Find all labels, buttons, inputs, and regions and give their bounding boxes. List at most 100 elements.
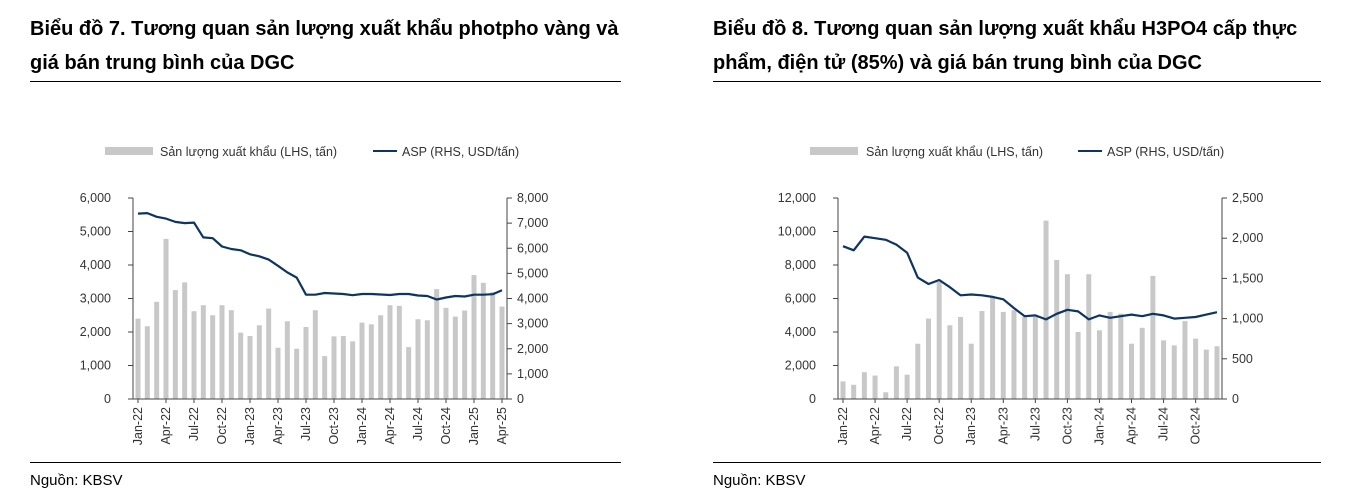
bar-Feb-22	[144, 326, 150, 399]
title-divider	[30, 81, 621, 82]
left-tick-label: 0	[809, 392, 816, 406]
bar-Jul-22	[904, 374, 910, 399]
legend-label-bars: Sản lượng xuất khẩu (LHS, tấn)	[160, 145, 337, 159]
bar-Apr-25	[499, 306, 505, 399]
x-tick-label: Oct-24	[1189, 407, 1203, 445]
x-tick-label: Apr-22	[159, 407, 173, 445]
asp-line	[137, 212, 503, 301]
title-divider	[713, 81, 1321, 82]
left-tick-label: 4,000	[80, 258, 111, 272]
x-tick-label: Apr-25	[495, 407, 509, 445]
bar-Jun-22	[182, 282, 188, 399]
x-tick-label: Jul-23	[1028, 407, 1042, 441]
legend-bar-swatch	[105, 147, 153, 155]
bar-May-23	[284, 321, 290, 399]
left-tick-label: 8,000	[785, 258, 816, 272]
x-tick-label: Apr-22	[868, 407, 882, 445]
bar-Feb-23	[979, 311, 985, 399]
left-tick-label: 2,000	[80, 325, 111, 339]
bar-May-23	[1011, 310, 1017, 399]
right-tick-label: 6,000	[517, 241, 548, 255]
asp-line	[842, 235, 1218, 321]
bar-Feb-24	[368, 324, 374, 399]
bar-Jun-24	[1150, 275, 1156, 399]
chart-8-title: Biểu đồ 8. Tương quan sản lượng xuất khẩ…	[713, 18, 1298, 74]
bar-Oct-23	[331, 336, 337, 399]
left-tick-label: 5,000	[80, 225, 111, 239]
right-tick-label: 8,000	[517, 191, 548, 205]
bar-Aug-23	[1043, 220, 1049, 399]
x-tick-label: Oct-22	[932, 407, 946, 445]
bar-Jan-22	[840, 381, 846, 399]
bar-Sep-23	[322, 356, 328, 399]
bar-Feb-22	[851, 384, 857, 399]
bar-Apr-23	[1000, 311, 1006, 399]
bar-Jun-23	[1022, 316, 1028, 399]
x-tick-label: Jul-24	[1157, 407, 1171, 441]
x-tick-label: Jan-24	[355, 407, 369, 445]
bar-Mar-22	[861, 372, 867, 399]
bar-Sep-24	[1182, 321, 1188, 399]
bar-Jan-25	[471, 275, 477, 399]
chart-7: Sản lượng xuất khẩu (LHS, tấn) ASP (RHS, …	[80, 145, 549, 445]
bar-Aug-22	[200, 305, 206, 399]
bar-Sep-22	[925, 318, 931, 399]
right-tick-label: 4,000	[517, 292, 548, 306]
left-tick-label: 0	[104, 392, 111, 406]
bar-Jun-24	[406, 347, 412, 399]
bar-Jul-24	[1161, 340, 1167, 399]
bar-Mar-23	[990, 296, 996, 399]
left-tick-label: 10,000	[778, 225, 816, 239]
legend-label-line: ASP (RHS, USD/tấn)	[1107, 145, 1224, 159]
legend-label-bars: Sản lượng xuất khẩu (LHS, tấn)	[866, 145, 1043, 159]
source-divider	[713, 462, 1321, 463]
bar-Oct-23	[1064, 274, 1070, 399]
bar-Jul-23	[303, 326, 309, 399]
bar-Jul-23	[1032, 316, 1038, 399]
x-tick-label: Oct-23	[327, 407, 341, 445]
chart-8: Sản lượng xuất khẩu (LHS, tấn) ASP (RHS, …	[778, 145, 1264, 445]
bar-Aug-24	[424, 320, 430, 399]
bar-Apr-22	[872, 375, 878, 399]
bar-Jan-24	[359, 322, 365, 399]
bar-Aug-23	[312, 310, 318, 399]
bar-Jun-23	[294, 348, 300, 399]
bar-Aug-24	[1171, 345, 1177, 399]
left-tick-label: 12,000	[778, 191, 816, 205]
left-tick-label: 1,000	[80, 359, 111, 373]
bar-Oct-24	[1193, 338, 1199, 399]
right-tick-label: 5,000	[517, 266, 548, 280]
bar-Nov-24	[452, 316, 458, 399]
x-tick-label: Jul-22	[187, 407, 201, 441]
bar-Dec-23	[350, 341, 356, 399]
x-tick-label: Oct-23	[1060, 407, 1074, 445]
bar-Jan-23	[968, 343, 974, 399]
x-tick-label: Jan-25	[467, 407, 481, 445]
bar-Apr-24	[387, 305, 393, 399]
chart-7-source: Nguồn: KBSV	[30, 472, 123, 489]
bar-Dec-24	[462, 310, 468, 399]
x-tick-label: Oct-24	[439, 407, 453, 445]
x-tick-label: Jul-23	[299, 407, 313, 441]
bar-Mar-24	[378, 315, 384, 399]
bar-May-22	[883, 392, 889, 399]
bar-Dec-22	[958, 316, 964, 399]
bar-Sep-24	[434, 289, 440, 399]
right-tick-label: 7,000	[517, 216, 548, 230]
bar-Jul-22	[191, 311, 197, 399]
x-tick-label: Jul-22	[900, 407, 914, 441]
bar-Feb-23	[256, 325, 262, 399]
bar-Aug-22	[915, 343, 921, 399]
right-tick-label: 2,000	[517, 342, 548, 356]
right-tick-label: 3,000	[517, 317, 548, 331]
x-tick-label: Jan-22	[131, 407, 145, 445]
bar-Apr-22	[163, 238, 169, 399]
left-tick-label: 2,000	[785, 359, 816, 373]
right-tick-label: 1,000	[517, 367, 548, 381]
bar-Apr-24	[1129, 343, 1135, 399]
bar-Dec-22	[238, 332, 244, 399]
x-tick-label: Apr-24	[383, 407, 397, 445]
left-tick-label: 4,000	[785, 325, 816, 339]
bar-Mar-25	[490, 292, 496, 399]
source-divider	[30, 462, 621, 463]
